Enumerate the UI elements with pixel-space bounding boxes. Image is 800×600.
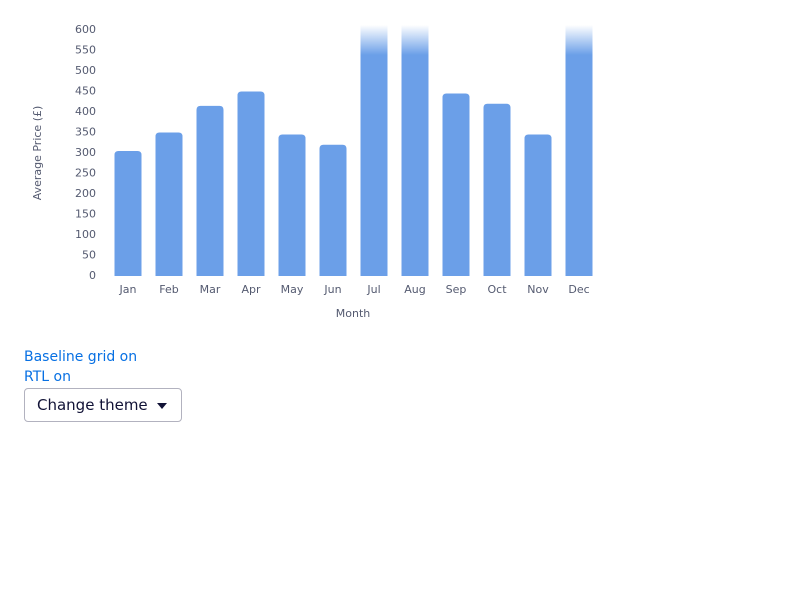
button-label: Change theme (37, 396, 148, 414)
y-tick-label: 50 (82, 249, 96, 262)
bar (401, 25, 429, 276)
bar (278, 134, 306, 276)
x-tick-label: Oct (487, 283, 507, 296)
y-tick-label: 100 (75, 228, 96, 241)
baseline-grid-toggle[interactable]: Baseline grid on (24, 349, 138, 365)
y-tick-label: 450 (75, 85, 96, 98)
bar (483, 103, 511, 276)
y-tick-label: 300 (75, 146, 96, 159)
bar (155, 132, 183, 276)
bar (360, 25, 388, 276)
bar (565, 25, 593, 276)
chart: Average Price (£) Month 0 50 100 150 200 250 3… (31, 23, 593, 320)
x-axis-title: Month (336, 307, 371, 320)
y-tick-label: 200 (75, 187, 96, 200)
y-tick-label: 250 (75, 167, 96, 180)
x-tick-label: Dec (568, 283, 589, 296)
bar (237, 91, 265, 276)
y-tick-label: 150 (75, 208, 96, 221)
change-theme-button[interactable]: Change theme (24, 388, 182, 422)
bar (196, 105, 224, 276)
bar (319, 144, 347, 276)
x-tick-label: Jan (119, 283, 137, 296)
bar (442, 93, 470, 276)
y-tick-label: 0 (89, 269, 96, 282)
x-tick-label: Jul (366, 283, 380, 296)
bar (524, 134, 552, 276)
x-tick-label: Jun (323, 283, 341, 296)
y-axis-title: Average Price (£) (31, 106, 44, 201)
x-tick-label: May (281, 283, 304, 296)
bar (114, 150, 142, 276)
y-tick-label: 600 (75, 23, 96, 36)
x-tick-label: Mar (200, 283, 221, 296)
y-tick-label: 350 (75, 126, 96, 139)
x-tick-label: Aug (404, 283, 425, 296)
y-tick-label: 400 (75, 105, 96, 118)
y-tick-label: 500 (75, 64, 96, 77)
x-tick-label: Nov (527, 283, 549, 296)
x-tick-label: Apr (241, 283, 261, 296)
y-tick-label: 550 (75, 44, 96, 57)
rtl-toggle[interactable]: RTL on (24, 369, 71, 385)
x-tick-label: Feb (159, 283, 178, 296)
caret-icon (157, 403, 167, 409)
x-tick-label: Sep (446, 283, 467, 296)
